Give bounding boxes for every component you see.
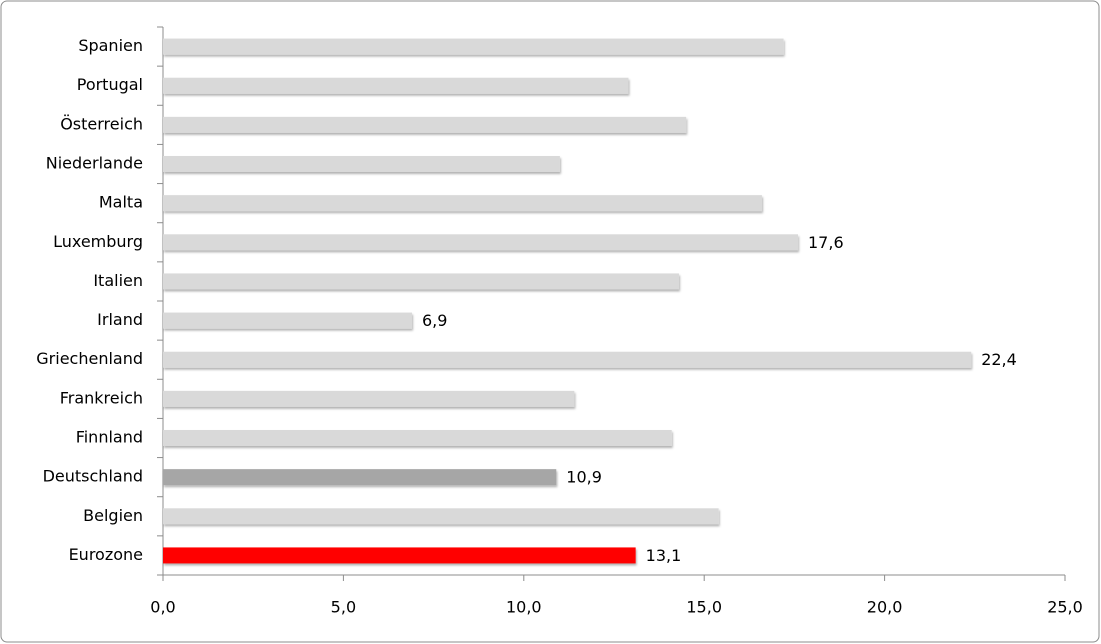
bar	[163, 351, 972, 368]
x-tick-label: 25,0	[1047, 598, 1083, 617]
bar	[163, 469, 557, 486]
value-label: 6,9	[422, 311, 447, 330]
y-tick-label: Finnland	[76, 428, 143, 447]
x-tick-label: 20,0	[867, 598, 903, 617]
y-tick-label: Luxemburg	[53, 232, 143, 251]
y-tick-label: Malta	[99, 193, 143, 212]
bar	[163, 195, 762, 212]
bar	[163, 116, 687, 133]
value-label: 10,9	[566, 468, 602, 487]
y-tick-label: Frankreich	[60, 388, 143, 407]
bar	[163, 234, 799, 251]
value-label: 17,6	[808, 233, 844, 252]
y-tick-label: Eurozone	[69, 545, 143, 564]
y-tick-label: Spanien	[78, 36, 143, 55]
y-tick-label: Irland	[97, 310, 143, 329]
x-tick-label: 0,0	[150, 598, 175, 617]
y-tick-label: Deutschland	[43, 467, 143, 486]
bar	[163, 77, 629, 94]
bar	[163, 508, 719, 525]
x-tick-label: 5,0	[331, 598, 356, 617]
bar	[163, 547, 636, 564]
bar	[163, 38, 784, 55]
y-tick-label: Österreich	[60, 114, 143, 133]
y-tick-label: Niederlande	[46, 154, 143, 173]
y-tick-label: Portugal	[77, 75, 143, 94]
y-tick-label: Griechenland	[36, 349, 143, 368]
bar	[163, 312, 412, 329]
bar	[163, 156, 560, 172]
value-label: 13,1	[646, 546, 682, 565]
value-label: 22,4	[981, 350, 1017, 369]
y-tick-label: Italien	[93, 271, 143, 290]
bar	[163, 430, 672, 446]
bar	[163, 390, 575, 407]
bar	[163, 273, 679, 290]
x-tick-label: 15,0	[686, 598, 722, 617]
y-tick-label: Belgien	[83, 506, 143, 525]
x-tick-label: 10,0	[506, 598, 542, 617]
